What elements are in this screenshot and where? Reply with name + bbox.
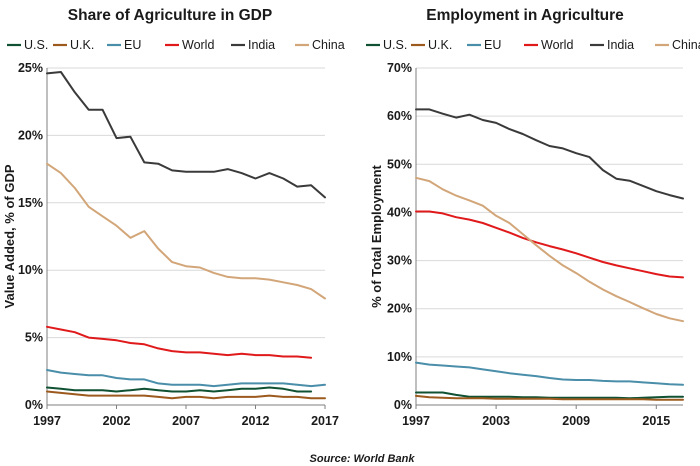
series-line-uk bbox=[46, 390, 326, 400]
y-tick-label: 0% bbox=[394, 398, 412, 412]
y-tick-label: 0% bbox=[25, 398, 43, 412]
x-tick-label: 2017 bbox=[311, 414, 339, 428]
y-tick-label: 20% bbox=[387, 302, 412, 316]
y-axis-label: Value Added, % of GDP bbox=[2, 164, 17, 308]
x-tick-label: 2015 bbox=[642, 414, 670, 428]
series-line-india bbox=[415, 108, 684, 200]
y-tick-label: 50% bbox=[387, 157, 412, 171]
x-tick-label: 2002 bbox=[103, 414, 131, 428]
employment-chart: Employment in Agriculture U.S. U.K. EU World… bbox=[366, 7, 700, 428]
y-tick-label: 70% bbox=[387, 61, 412, 75]
y-tick-label: 60% bbox=[387, 109, 412, 123]
y-axis-label: % of Total Employment bbox=[369, 164, 384, 307]
x-tick-label: 1997 bbox=[402, 414, 430, 428]
legend-label: U.S. bbox=[383, 38, 407, 52]
y-tick-label: 5% bbox=[25, 331, 43, 345]
series-line-india bbox=[46, 71, 326, 199]
legend-label: U.S. bbox=[24, 38, 48, 52]
series-line-uk bbox=[415, 394, 684, 401]
series-line-eu bbox=[46, 369, 326, 388]
y-tick-label: 10% bbox=[387, 350, 412, 364]
legend-label: World bbox=[541, 38, 573, 52]
y-tick-label: 25% bbox=[18, 61, 43, 75]
y-tick-label: 10% bbox=[18, 263, 43, 277]
chart-title: Employment in Agriculture bbox=[426, 7, 624, 24]
legend-label: U.K. bbox=[70, 38, 94, 52]
series-line-world bbox=[415, 210, 684, 279]
legend-label: India bbox=[607, 38, 634, 52]
series-line-eu bbox=[415, 361, 684, 386]
y-tick-label: 15% bbox=[18, 196, 43, 210]
x-tick-label: 2003 bbox=[482, 414, 510, 428]
y-tick-label: 30% bbox=[387, 254, 412, 268]
x-tick-label: 1997 bbox=[33, 414, 61, 428]
x-tick-label: 2012 bbox=[242, 414, 270, 428]
series-line-china bbox=[415, 176, 684, 323]
legend-label: China bbox=[672, 38, 700, 52]
series-line-world bbox=[46, 325, 313, 359]
y-tick-label: 20% bbox=[18, 128, 43, 142]
y-tick-label: 40% bbox=[387, 205, 412, 219]
legend-label: EU bbox=[484, 38, 501, 52]
x-tick-label: 2007 bbox=[172, 414, 200, 428]
legend-label: India bbox=[248, 38, 275, 52]
x-tick-label: 2009 bbox=[562, 414, 590, 428]
series-line-us bbox=[46, 386, 313, 393]
legend-label: EU bbox=[124, 38, 141, 52]
series-line-china bbox=[46, 162, 326, 300]
chart-title: Share of Agriculture in GDP bbox=[68, 7, 272, 24]
legend-label: U.K. bbox=[428, 38, 452, 52]
legend-label: World bbox=[182, 38, 214, 52]
legend-label: China bbox=[312, 38, 345, 52]
gdp-share-chart: Share of Agriculture in GDP U.S. U.K. EU Wor… bbox=[2, 7, 345, 428]
source-note: Source: World Bank bbox=[310, 453, 416, 465]
